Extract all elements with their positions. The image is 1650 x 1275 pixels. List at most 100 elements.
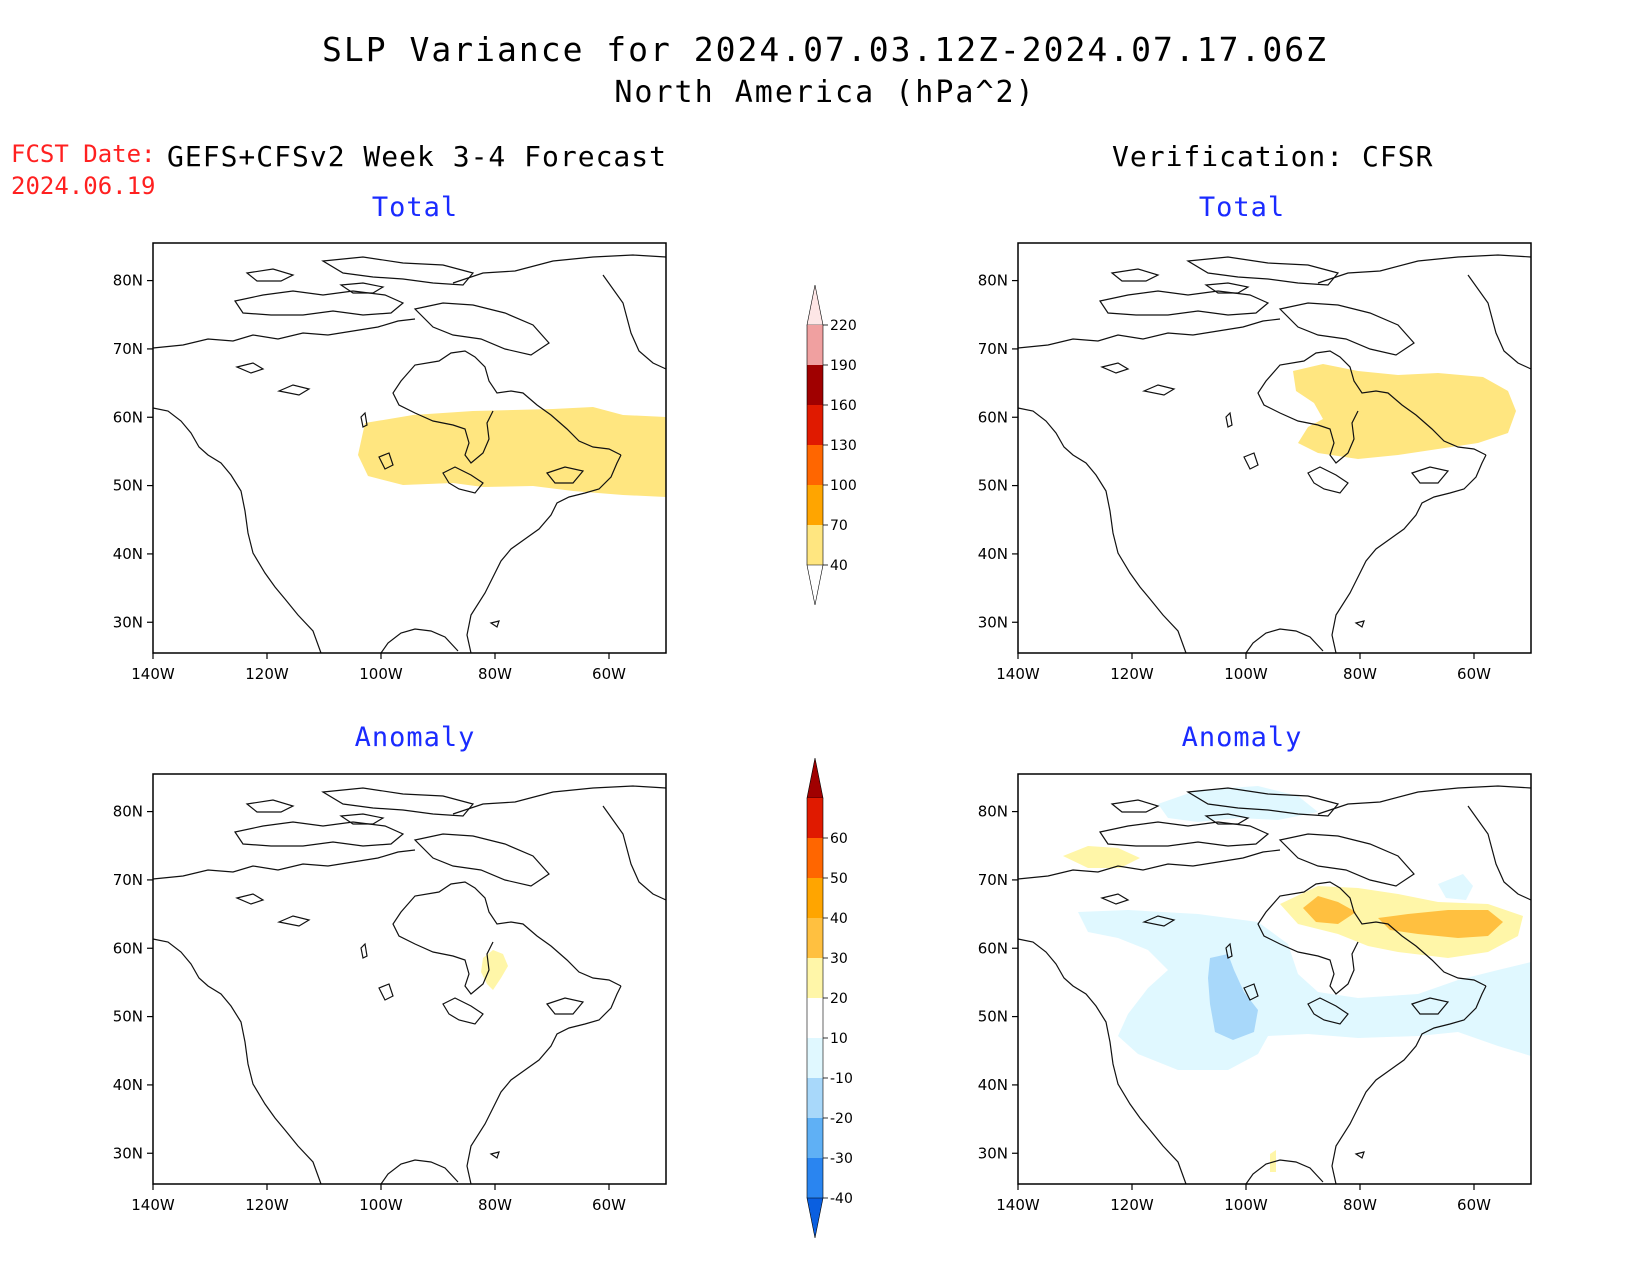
main-subtitle: North America (hPa^2) — [614, 75, 1036, 110]
coastline-segment — [1307, 466, 1349, 494]
colorbar-box — [807, 798, 823, 838]
coastline-segment — [276, 384, 311, 396]
coastline-segment — [1017, 407, 1187, 654]
coastlines — [1017, 254, 1532, 654]
colorbar-label: -20 — [830, 1111, 853, 1127]
coastline-segment — [489, 620, 500, 628]
coastline-segment — [321, 787, 475, 817]
coastline-segment — [1257, 350, 1487, 464]
lat-label: 60N — [978, 939, 1008, 957]
frame — [1017, 773, 1532, 1185]
colorbar-label: 40 — [830, 558, 848, 574]
colorbar-label: -30 — [830, 1151, 853, 1167]
coastline-segment — [1204, 282, 1250, 294]
coastline-segment — [1410, 466, 1450, 484]
colorbar-box — [807, 958, 823, 998]
lat-label: 30N — [113, 613, 143, 631]
lon-label: 80W — [1343, 665, 1377, 683]
frame — [1017, 242, 1532, 654]
shade-40-70 — [358, 407, 666, 497]
lon-label: 80W — [1343, 1196, 1377, 1214]
coastline-segment — [1307, 997, 1349, 1025]
frame — [152, 773, 667, 1185]
colorbar-label: 60 — [830, 831, 848, 847]
lat-label: 60N — [113, 408, 143, 426]
shade-pos-10-20-west — [1063, 846, 1140, 868]
shade-neg-10-20-east — [1438, 874, 1473, 900]
coastline-segment — [442, 997, 484, 1025]
colorbar-box — [807, 1158, 823, 1198]
coastline-segment — [1099, 290, 1270, 316]
lon-label: 120W — [1110, 1196, 1154, 1214]
coastline-segment — [1278, 302, 1415, 356]
coastline-segment — [1017, 849, 1281, 880]
lon-label: 60W — [1457, 1196, 1491, 1214]
lat-label: 70N — [978, 871, 1008, 889]
lat-label: 80N — [113, 803, 143, 821]
lat-label: 40N — [113, 545, 143, 563]
colorbar-box — [807, 838, 823, 878]
colorbar-label: 130 — [830, 438, 857, 454]
coastline-segment — [321, 256, 475, 286]
colorbar-extend-bottom — [806, 1197, 824, 1239]
shade-pos-10-20-south — [1270, 1150, 1276, 1172]
colorbar-label: 100 — [830, 478, 857, 494]
coastline-segment — [234, 290, 405, 316]
lat-label: 50N — [113, 477, 143, 495]
coastline-segment — [545, 466, 585, 484]
coastline-segment — [392, 350, 622, 464]
lon-label: 140W — [996, 665, 1040, 683]
coastline-segment — [1257, 881, 1487, 995]
coastline-segment — [339, 282, 385, 294]
colorbar-box — [807, 878, 823, 918]
lat-label: 50N — [113, 1008, 143, 1026]
shade-40-70 — [1293, 364, 1516, 459]
coastline-segment — [360, 942, 368, 959]
coastline-segment — [1141, 915, 1176, 927]
colorbar-extend-bottom — [806, 564, 824, 606]
colorbar-total: 40 70 100 130 160 190 220 — [806, 284, 857, 606]
shading — [481, 950, 508, 990]
coastline-segment — [466, 985, 622, 1185]
lon-label: 60W — [1457, 665, 1491, 683]
coastline-segment — [245, 799, 295, 813]
lon-label: 120W — [1110, 665, 1154, 683]
colorbar-box — [807, 1038, 823, 1078]
coastline-segment — [1204, 813, 1250, 825]
coastline-segment — [1110, 268, 1160, 282]
lat-label: 80N — [978, 803, 1008, 821]
coastline-segment — [545, 997, 585, 1015]
shading — [1293, 364, 1516, 459]
lat-label: 40N — [978, 545, 1008, 563]
lon-label: 100W — [1224, 1196, 1268, 1214]
coastline-segment — [1410, 997, 1450, 1015]
map-verification-anomaly: 140W 120W 100W 80W 60W 30N 40N 50N 60N 70N 80N — [978, 773, 1532, 1214]
forecast-total-title: Total — [371, 192, 459, 223]
colorbar-label: 10 — [830, 1031, 848, 1047]
coastline-segment — [339, 813, 385, 825]
coastline-segment — [245, 268, 295, 282]
lat-label: 40N — [113, 1076, 143, 1094]
coastline-segment — [1467, 274, 1532, 370]
verification-header: Verification: CFSR — [1112, 140, 1434, 173]
coastline-segment — [1317, 254, 1532, 284]
map-forecast-total: 140W 120W 100W 80W 60W 30N 40N 50N 60N 70N 80N — [113, 242, 667, 683]
coastline-segment — [235, 893, 265, 905]
coastline-segment — [602, 805, 667, 901]
lon-label: 140W — [996, 1196, 1040, 1214]
colorbar-box — [807, 325, 823, 365]
coastline-segment — [152, 938, 322, 1185]
coastline-segment — [392, 881, 622, 995]
verification-anomaly-title: Anomaly — [1181, 722, 1303, 753]
lat-label: 70N — [978, 340, 1008, 358]
axes: 140W 120W 100W 80W 60W 30N 40N 50N 60N 70N 80N — [978, 272, 1491, 683]
coastline-segment — [489, 1151, 500, 1159]
coastline-segment — [235, 362, 265, 374]
coastline-segment — [380, 628, 459, 654]
coastline-segment — [1354, 620, 1365, 628]
shade-pos-20-30-a — [1303, 896, 1356, 924]
coastline-segment — [1100, 893, 1130, 905]
lon-label: 80W — [478, 1196, 512, 1214]
coastline-segment — [152, 407, 322, 654]
coastline-segment — [1278, 833, 1415, 887]
